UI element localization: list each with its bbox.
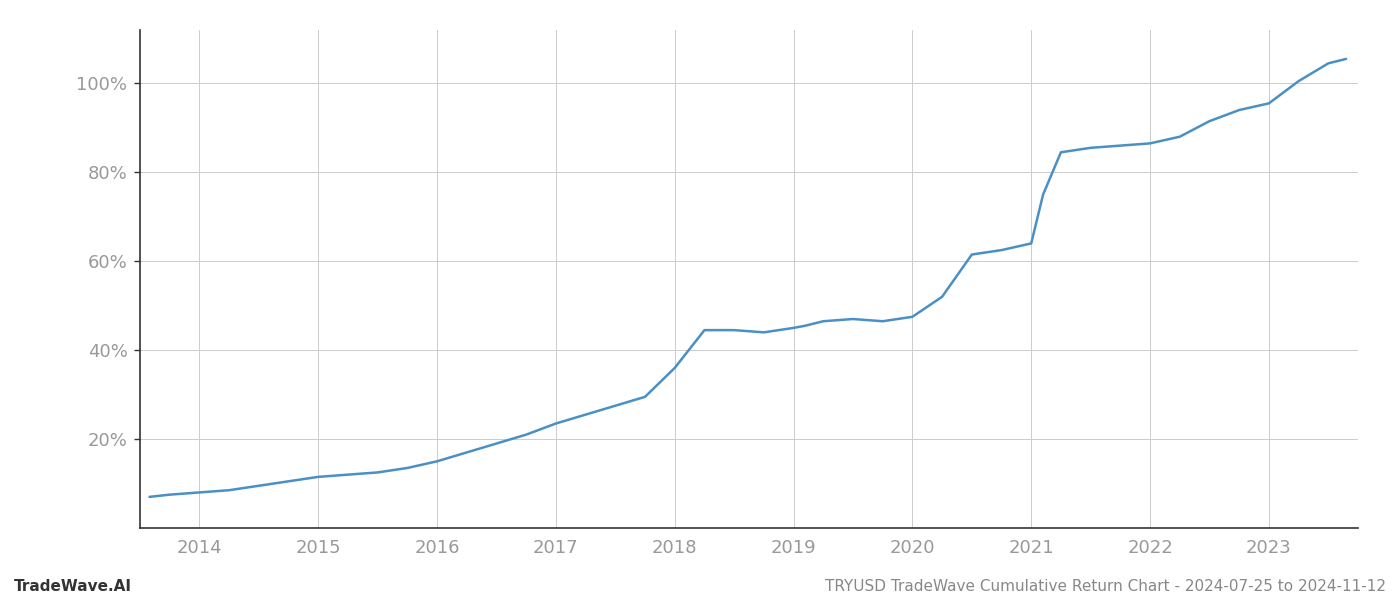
Text: TradeWave.AI: TradeWave.AI bbox=[14, 579, 132, 594]
Text: TRYUSD TradeWave Cumulative Return Chart - 2024-07-25 to 2024-11-12: TRYUSD TradeWave Cumulative Return Chart… bbox=[825, 579, 1386, 594]
